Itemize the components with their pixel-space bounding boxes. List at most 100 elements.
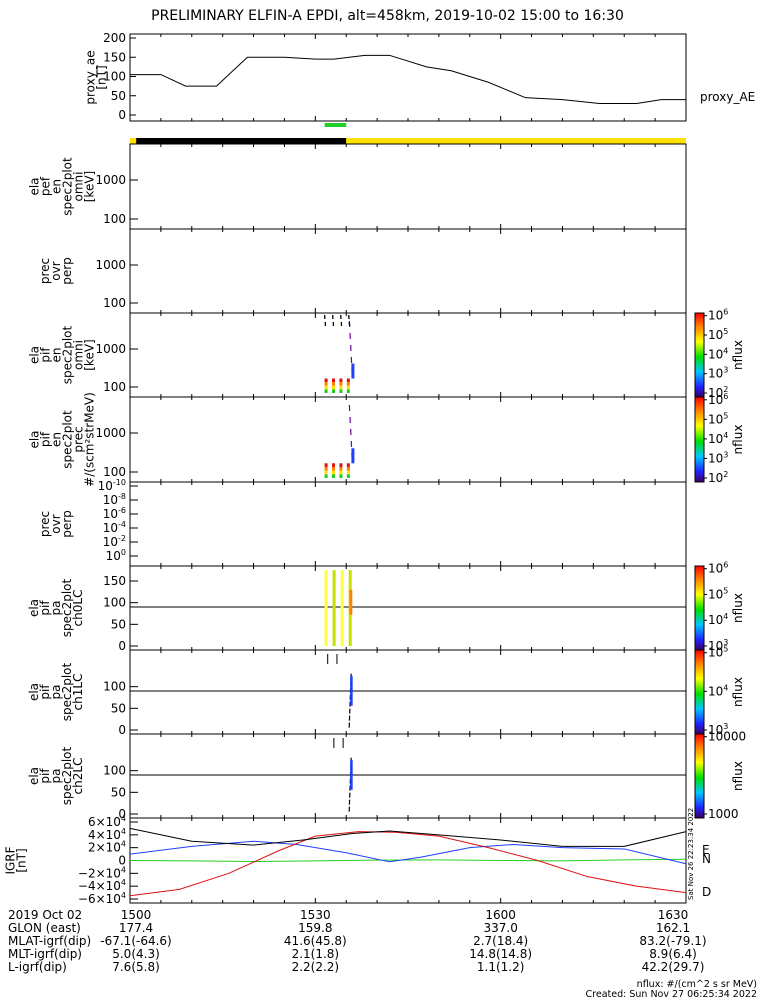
panel-5-ylabel-0: prec: [38, 511, 52, 537]
panel-2-ylabel-2: perp: [60, 257, 74, 285]
panel-8-ylabel-4: ch2LC: [71, 758, 85, 795]
panel-4-pixel-1-3: [332, 474, 336, 478]
panel-5-ylabel-1: ovr: [49, 514, 63, 533]
panel-6-ytick-label-3: 150: [103, 574, 126, 588]
panel-7-cb-title: nflux: [731, 677, 745, 707]
igrf-panel-line-n: [129, 840, 687, 865]
igrf-panel-ytick-label-5-exp: 4: [121, 827, 126, 836]
proxy-ae-ylabel-tick-3: 150: [103, 50, 126, 64]
panel-3-cblabel-1: 103: [708, 366, 728, 381]
ephem-cell-2-2: 2.7(18.4): [473, 934, 529, 948]
panel-3-cblabel-2-exp: 4: [723, 346, 728, 355]
panel-8-frame: [129, 733, 687, 819]
panel-6-pixel-1: [332, 570, 336, 646]
footer-created: Created: Sun Nov 27 06:25:34 2022: [585, 989, 757, 1000]
panel-6-cblabel-2-exp: 5: [723, 586, 728, 595]
panel-4-pixel-3-0: [346, 463, 350, 467]
panel-4-cblabel-3-exp: 5: [723, 411, 728, 420]
panel-3-scan-0: [323, 314, 327, 328]
panel-2-ylabel-0: prec: [38, 258, 52, 284]
panel-5-ytick-label-4-base: 10: [103, 535, 118, 549]
panel-4-cblabel-1: 103: [708, 450, 728, 465]
panel-5-ytick-label-2-exp: -6: [118, 506, 126, 515]
panel-3-pixel-1-2: [332, 385, 336, 390]
panel-1-frame: [129, 143, 687, 230]
panel-8-cblabel-0: 1000: [708, 807, 739, 821]
igrf-panel-ytick-label-4: 2×104: [88, 840, 126, 855]
panel-4-ytick-label-0: 100: [103, 465, 126, 479]
panel-5-ylabel-2: perp: [60, 510, 74, 538]
panel-4-cblabel-2-base: 10: [708, 432, 723, 446]
panel-4-ylabel-5: #/(scm²strMeV): [83, 392, 97, 487]
panel-7-ytick-label-1: 50: [111, 701, 126, 715]
ephem-row-label-0: 2019 Oct 02: [8, 908, 83, 922]
igrf-panel-line-d: [129, 831, 687, 897]
panel-3-cblabel-0: 102: [708, 385, 728, 400]
igrf-panel-ytick-label-3-base: 0: [118, 854, 126, 868]
panel-1-ytick-label-1: 1000: [95, 173, 126, 187]
panel-3-pixel-1-3: [332, 389, 336, 393]
panel-4-pixel-2-1: [339, 466, 343, 471]
ephem-row-label-3: MLT-igrf(dip): [8, 947, 82, 961]
igrf-panel-ytick-label-6: 6×104: [88, 814, 126, 829]
ephem-row-label-2: MLAT-igrf(dip): [8, 934, 92, 948]
igrf-panel-line-total: [129, 827, 687, 847]
panel-5-ytick-label-0-exp: -10: [113, 478, 126, 487]
panel-1-ylabel-0: ela: [28, 177, 42, 195]
ephem-cell-4-2: 1.1(1.2): [476, 960, 525, 974]
panel-6-cblabel-0-base: 10: [708, 639, 723, 653]
panel-4-cblabel-2-exp: 4: [723, 431, 728, 440]
panel-6-ylabel-2: pa: [49, 601, 63, 616]
ephem-cell-3-3: 8.9(6.4): [649, 947, 697, 961]
panel-7-ytick-label-0: 0: [118, 723, 126, 737]
panel-3-pixel-0-3: [324, 389, 328, 393]
panel-6-cblabel-2: 105: [708, 586, 728, 601]
panel-8-ytick-label-0: 0: [118, 807, 126, 821]
panel-4-cblabel-4-base: 10: [708, 393, 723, 407]
panel-2-ytick-label-0: 100: [103, 296, 126, 310]
panel-3-cblabel-0-base: 10: [708, 386, 723, 400]
panel-5-ytick-label-4-exp: -2: [118, 534, 126, 543]
ephem-cell-4-1: 2.2(2.2): [291, 960, 340, 974]
panel-8-ylabel-0: ela: [27, 767, 41, 785]
panel-6-cblabel-3: 106: [708, 561, 728, 576]
panel-6-ytick-label-2: 100: [103, 596, 126, 610]
panel-6-cblabel-3-exp: 6: [723, 561, 728, 570]
panel-7-colorbar: [694, 649, 705, 735]
panel-2-ylabel-1: ovr: [49, 261, 63, 280]
proxy-ae-ylabel-1: [nT]: [95, 65, 109, 89]
chart-title: PRELIMINARY ELFIN-A EPDI, alt=458km, 201…: [151, 8, 624, 24]
panel-6-cblabel-2-base: 10: [708, 587, 723, 601]
panel-3-scan-1: [331, 314, 335, 328]
panel-5-ytick-label-1-base: 10: [103, 493, 118, 507]
panel-3-cblabel-4-base: 10: [708, 309, 723, 323]
panel-7-trace-blue: [350, 675, 353, 706]
panel-2-frame: [129, 228, 687, 314]
panel-3-cblabel-3-exp: 5: [723, 327, 728, 336]
ephem-cell-0-1: 1530: [300, 908, 331, 922]
panel-6-cblabel-0-exp: 3: [723, 638, 728, 647]
panel-6-pixel-hot: [349, 589, 353, 615]
panel-4-colorbar: [694, 396, 705, 483]
igrf-panel-ytick-label-0-exp: 4: [121, 891, 126, 900]
panel-5-ytick-label-2: 10-6: [103, 506, 126, 521]
panel-4-cblabel-0: 102: [708, 470, 728, 485]
panel-4-pixel-1-1: [332, 466, 336, 471]
panel-1-ylabel-3: spec2plot: [61, 157, 75, 216]
panel-4-pixel-0-1: [324, 466, 328, 471]
ephem-row-label-1: GLON (east): [8, 921, 81, 935]
panel-5-ytick-label-1: 10-8: [103, 492, 126, 507]
panel-4-cblabel-2: 104: [708, 431, 728, 446]
igrf-panel-ytick-label-1-exp: 4: [121, 878, 126, 887]
proxy-ae-panel-frame: [129, 33, 687, 122]
panel-4-pixel-3-2: [346, 470, 350, 475]
panel-1-ytick-label-0: 100: [103, 212, 126, 226]
panel-7-ylabel-0: ela: [27, 683, 41, 701]
panel-3-ytick-label-1: 1000: [95, 342, 126, 356]
panel-7-ylabel-3: spec2plot: [60, 662, 74, 721]
panel-8-colorbar: [694, 733, 705, 819]
igrf-panel-ytick-label-0-base: −6×10: [78, 892, 121, 906]
date-stamp: Sat Nov 26 22:23:34 2022: [687, 808, 695, 900]
panel-3-cblabel-1-exp: 3: [723, 366, 728, 375]
panel-4-pixel-1-0: [332, 463, 336, 467]
